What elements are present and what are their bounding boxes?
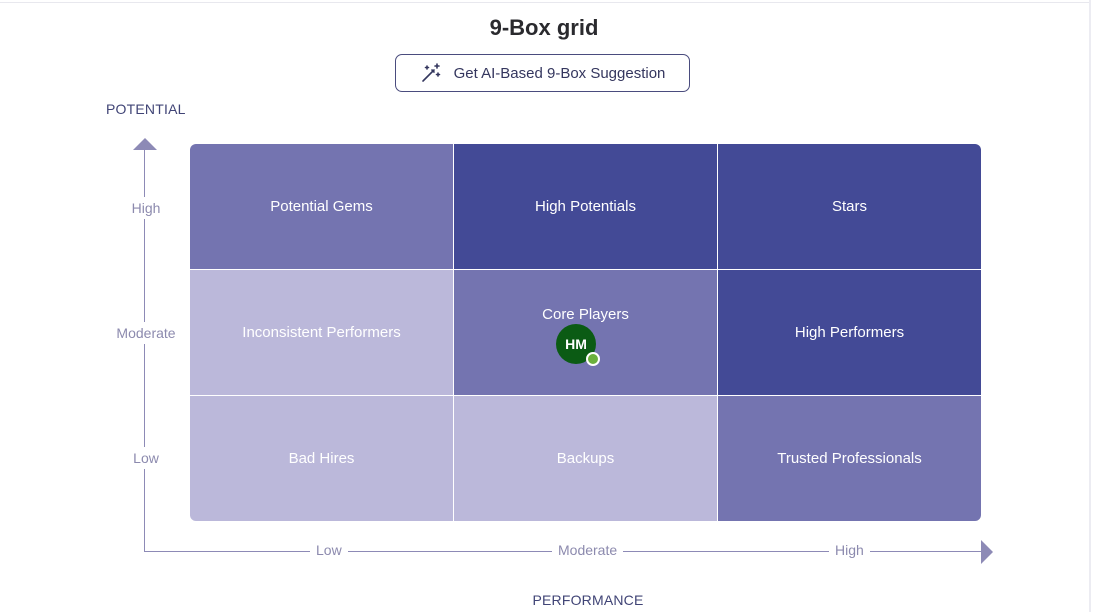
y-axis-arrow-icon xyxy=(133,138,157,150)
box-core-players[interactable]: Core Players HM xyxy=(454,270,717,395)
avatar-initials: HM xyxy=(565,336,587,352)
ai-suggestion-label: Get AI-Based 9-Box Suggestion xyxy=(453,64,666,82)
box-label: Stars xyxy=(831,198,867,215)
box-label: Bad Hires xyxy=(288,450,355,467)
box-label: High Performers xyxy=(794,324,905,341)
top-divider xyxy=(0,2,1090,3)
y-axis-line xyxy=(144,150,145,552)
x-axis-arrow-icon xyxy=(981,540,993,564)
scrollbar-track xyxy=(1089,0,1091,612)
x-axis-title: PERFORMANCE xyxy=(532,592,644,608)
box-stars[interactable]: Stars xyxy=(718,144,981,269)
y-tick-high: High xyxy=(108,197,184,219)
x-tick-low: Low xyxy=(310,542,348,558)
x-tick-high: High xyxy=(829,542,870,558)
magic-wand-icon xyxy=(420,62,442,84)
box-potential-gems[interactable]: Potential Gems xyxy=(190,144,453,269)
presence-status-icon xyxy=(586,352,600,366)
box-label: Core Players xyxy=(542,306,629,323)
box-label: Inconsistent Performers xyxy=(242,324,401,341)
box-bad-hires[interactable]: Bad Hires xyxy=(190,396,453,521)
box-label: Trusted Professionals xyxy=(777,450,922,467)
box-label: Potential Gems xyxy=(270,198,373,215)
box-trusted-professionals[interactable]: Trusted Professionals xyxy=(718,396,981,521)
nine-box-grid: Potential Gems High Potentials Stars Inc… xyxy=(190,144,981,521)
y-tick-low: Low xyxy=(108,447,184,469)
ai-suggestion-button[interactable]: Get AI-Based 9-Box Suggestion xyxy=(395,54,690,92)
box-backups[interactable]: Backups xyxy=(454,396,717,521)
x-tick-moderate: Moderate xyxy=(552,542,624,558)
box-inconsistent-performers[interactable]: Inconsistent Performers xyxy=(190,270,453,395)
box-label: High Potentials xyxy=(535,198,636,215)
y-axis-title: POTENTIAL xyxy=(106,101,186,117)
y-tick-moderate: Moderate xyxy=(108,322,184,344)
box-high-potentials[interactable]: High Potentials xyxy=(454,144,717,269)
box-high-performers[interactable]: High Performers xyxy=(718,270,981,395)
box-label: Backups xyxy=(556,450,615,467)
page-title: 9-Box grid xyxy=(489,15,599,40)
employee-avatar[interactable]: HM xyxy=(556,324,600,366)
